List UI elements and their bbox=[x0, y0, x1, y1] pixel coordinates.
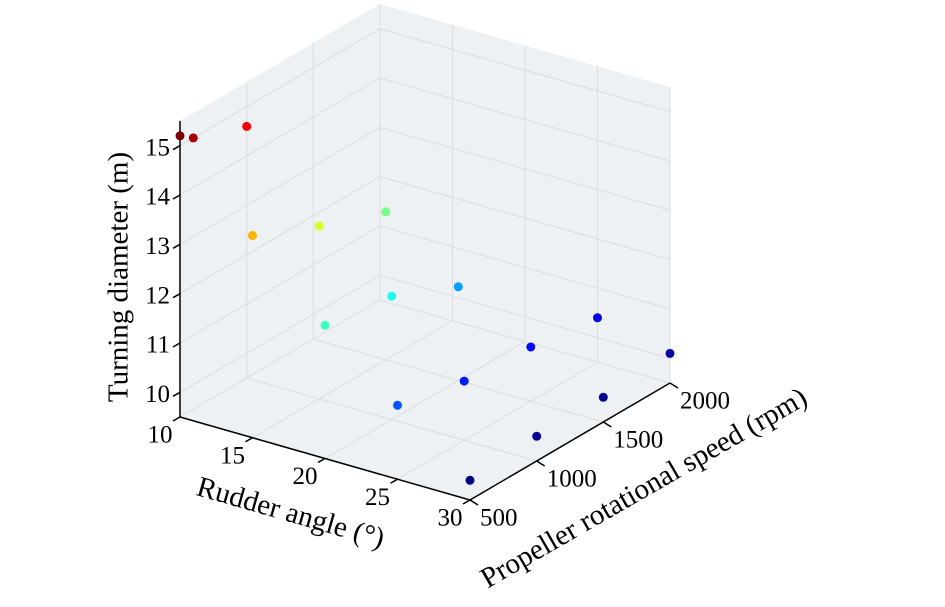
x-tick-mark bbox=[317, 457, 326, 464]
x-tick-label: 30 bbox=[438, 505, 463, 532]
z-tick-mark bbox=[172, 391, 181, 397]
gridline bbox=[379, 28, 671, 113]
data-point bbox=[393, 400, 402, 410]
x-tick-label: 20 bbox=[293, 463, 318, 490]
z-axis-title: Turning diameter (m) bbox=[103, 152, 135, 402]
z-tick-label: 13 bbox=[145, 233, 170, 260]
y-tick-label: 1000 bbox=[547, 466, 597, 493]
z-tick-mark bbox=[172, 243, 181, 249]
data-point bbox=[526, 342, 536, 352]
gridline bbox=[179, 126, 381, 245]
data-point bbox=[175, 131, 185, 141]
gridline bbox=[179, 28, 381, 147]
data-point bbox=[188, 133, 198, 143]
axis-lines bbox=[172, 121, 679, 506]
gridline bbox=[179, 274, 381, 393]
gridline bbox=[379, 77, 671, 162]
tick-labels: 10 15 20 25 30 500 1000 1500 2000 10 11 12 13 14 15 bbox=[145, 134, 730, 531]
gridline bbox=[379, 225, 671, 310]
gridline bbox=[246, 377, 537, 462]
x-tick-mark bbox=[462, 499, 471, 505]
x-tick-mark bbox=[172, 416, 181, 422]
data-point bbox=[532, 431, 542, 441]
data-point bbox=[593, 313, 602, 323]
gridline bbox=[397, 361, 598, 480]
y-tick-mark bbox=[602, 421, 612, 428]
data-points bbox=[175, 121, 675, 485]
gridline bbox=[179, 299, 381, 418]
y-tick-label: 1500 bbox=[613, 427, 663, 454]
x-tick-mark bbox=[390, 478, 398, 484]
y-axis-line bbox=[469, 382, 671, 501]
gridline bbox=[379, 126, 671, 211]
z-tick-label: 11 bbox=[146, 332, 170, 359]
data-point bbox=[320, 320, 330, 330]
data-point bbox=[242, 121, 252, 131]
gridline bbox=[324, 341, 526, 459]
y-tick-mark bbox=[469, 499, 479, 506]
gridline bbox=[379, 299, 671, 384]
y-tick-label: 500 bbox=[480, 505, 518, 532]
x-tick-label: 25 bbox=[365, 484, 390, 511]
x-tick-label: 15 bbox=[220, 443, 245, 470]
gridline bbox=[179, 77, 381, 196]
data-point bbox=[453, 282, 463, 292]
data-point bbox=[248, 231, 257, 240]
x-tick-label: 10 bbox=[148, 422, 173, 449]
data-point bbox=[665, 348, 675, 358]
y-tick-label: 2000 bbox=[680, 388, 730, 415]
z-tick-label: 15 bbox=[145, 134, 170, 161]
y-tick-mark bbox=[536, 460, 546, 467]
data-point bbox=[465, 475, 475, 485]
z-tick-mark bbox=[172, 194, 181, 200]
z-tick-label: 10 bbox=[145, 381, 170, 408]
gridline bbox=[379, 274, 671, 359]
gridline bbox=[252, 320, 453, 439]
data-point bbox=[459, 376, 469, 386]
data-point bbox=[381, 207, 391, 217]
z-tick-mark bbox=[172, 145, 181, 151]
data-point bbox=[387, 291, 397, 301]
gridline bbox=[379, 176, 671, 261]
data-point bbox=[314, 221, 324, 231]
z-tick-mark bbox=[172, 342, 181, 348]
z-tick-label: 12 bbox=[145, 282, 170, 309]
z-tick-mark bbox=[172, 293, 181, 299]
z-tick-label: 14 bbox=[145, 184, 171, 211]
data-point bbox=[598, 392, 608, 402]
x-tick-mark bbox=[245, 437, 253, 443]
x-axis-title: Rudder angle (°) bbox=[193, 471, 388, 555]
gridline bbox=[313, 338, 604, 423]
gridline bbox=[179, 225, 381, 344]
gridline bbox=[179, 176, 381, 295]
y-tick-mark bbox=[669, 382, 679, 389]
